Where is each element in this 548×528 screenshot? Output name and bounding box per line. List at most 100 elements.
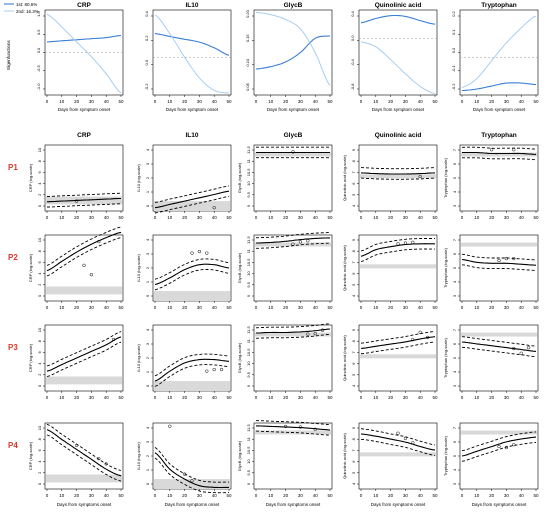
panel-frame [44,324,124,392]
x-tick-label: 50 [118,99,124,104]
x-tick-label: 10 [474,395,480,400]
y-tick-label: 0.0 [36,47,41,53]
observation-point [212,367,216,372]
y-tick-label: -0.2 [451,83,456,91]
normal-range-band [360,452,436,457]
ci-upper [46,192,122,197]
panel-p2-quinolinic-acid: 0 10 20 30 40 50 4 5 6 7 8 9 Quinolinic acid (log-sc… [342,234,438,310]
y-tick-label: 6 [351,362,356,365]
y-tick-label: 4 [351,482,356,485]
x-tick-label: 50 [327,395,333,400]
y-tick-label: -0.4 [350,58,355,66]
y-tick-label: 10.5 [246,168,251,177]
x-tick-label: 30 [298,99,304,104]
y-tick-label: 9.5 [246,281,251,287]
x-tick-label: 20 [182,215,188,220]
y-tick-label: 9.5 [246,191,251,197]
observation-point [411,338,415,342]
y-tick-label: 1.0 [36,10,41,16]
x-tick-label: 0 [255,395,258,400]
x-axis-label: Days from symptoms onset [266,502,321,507]
x-tick-label: 40 [418,493,424,498]
eigen-frame [152,9,232,96]
ci-lower [46,434,122,482]
ci-upper [46,226,122,266]
y-tick-label: 6 [37,351,42,354]
x-tick-label: 50 [226,215,232,220]
x-tick-label: 0 [154,305,157,310]
y-tick-label: 2 [145,176,150,179]
observation-point [190,479,194,483]
y-tick-label: 7 [351,351,356,354]
x-tick-label: 20 [388,395,394,400]
x-tick-label: 0 [46,99,49,104]
x-tick-label: 10 [268,99,274,104]
y-tick-label: 2 [37,193,42,196]
column-title: GlycB [284,2,303,9]
y-tick-label: 0 [145,384,150,387]
y-tick-label: 10.5 [246,258,251,267]
normal-range-band [461,430,537,435]
x-tick-label: 20 [489,215,495,220]
x-tick-label: 20 [489,305,495,310]
x-tick-label: 10 [59,99,65,104]
observation-point [74,443,79,448]
observation-point [425,335,430,340]
x-tick-label: 20 [182,395,188,400]
y-tick-label: 9 [246,384,251,387]
x-tick-label: 30 [89,305,95,310]
x-tick-label: 40 [519,99,525,104]
panel-p1-quinolinic-acid: Quinolinic acid 0 10 20 30 40 50 4 5 6 7 8 9 Quinolin… [342,132,438,220]
x-tick-label: 40 [519,215,525,220]
observation-point [411,441,415,445]
observation-point [168,424,172,428]
y-tick-label: 0 [37,294,42,297]
x-axis-label: Days from symptoms onset [472,502,527,507]
y-tick-label: 0.0 [451,47,456,53]
x-tick-label: 20 [74,305,80,310]
y-tick-label: 0.4 [144,10,149,16]
observation-point [313,427,317,431]
y-axis-label: GlycB (log-scale) [237,252,242,283]
fitted-curve [154,190,230,209]
x-tick-label: 50 [118,493,124,498]
panel-p1-crp: CRP 0 10 20 30 40 50 0 2 4 6 8 10 CRP (log-scale) [28,132,124,220]
normal-range-band [461,152,537,157]
y-tick-label: 3 [452,384,457,387]
y-tick-label: 10 [246,271,251,276]
ci-upper [46,423,122,471]
observation-point [97,456,101,461]
y-axis-label: IL10 (log-scale) [136,254,141,282]
y-tick-label: 0.4 [350,10,355,16]
panel-p1-tryptophan: Tryptophan 0 10 20 30 40 50 3 4 5 6 7 Tryptophan (lo… [443,132,539,220]
y-axis-label: Quinolinic acid (log-scale) [342,432,347,478]
observation-point [418,330,422,334]
y-tick-label: 4 [145,328,150,331]
x-tick-label: 30 [197,305,203,310]
x-tick-label: 50 [327,305,333,310]
observation-point [82,263,86,268]
ci-upper [154,353,230,377]
eigen-panel-il10: IL10 0 10 20 30 40 50 Days from symptom onset 0.… [144,2,232,112]
observation-point [512,346,516,351]
x-tick-label: 50 [226,395,232,400]
x-tick-label: 40 [418,215,424,220]
y-tick-label: 5 [351,283,356,286]
y-tick-label: 4 [37,272,42,275]
x-tick-label: 30 [403,395,409,400]
fitted-curve [461,258,537,266]
observation-point [212,206,216,210]
panel-p2-tryptophan: 0 10 20 30 40 50 3 4 5 6 7 Tryptophan (log-scale) [443,234,539,310]
panel-p3-il10: 0 10 20 30 40 50 0 1 2 3 4 IL10 (log-scale) [136,324,232,400]
panel-p4-quinolinic-acid: 0 10 20 30 40 50 4 5 6 7 8 9 Quinolinic acid (log-sc… [342,422,438,507]
x-tick-label: 40 [212,99,218,104]
y-tick-label: 6 [452,342,457,345]
x-tick-label: 0 [46,395,49,400]
x-tick-label: 30 [403,493,409,498]
y-tick-label: 9 [351,426,356,429]
panel-p4-glycb: 0 10 20 30 40 50 9 9.5 10 10.5 11 11.5 GlycB (log-sc… [237,420,333,507]
y-tick-label: 9 [351,238,356,241]
x-tick-label: 40 [418,305,424,310]
y-tick-label: 2 [37,471,42,474]
y-tick-label: 0 [37,482,42,485]
